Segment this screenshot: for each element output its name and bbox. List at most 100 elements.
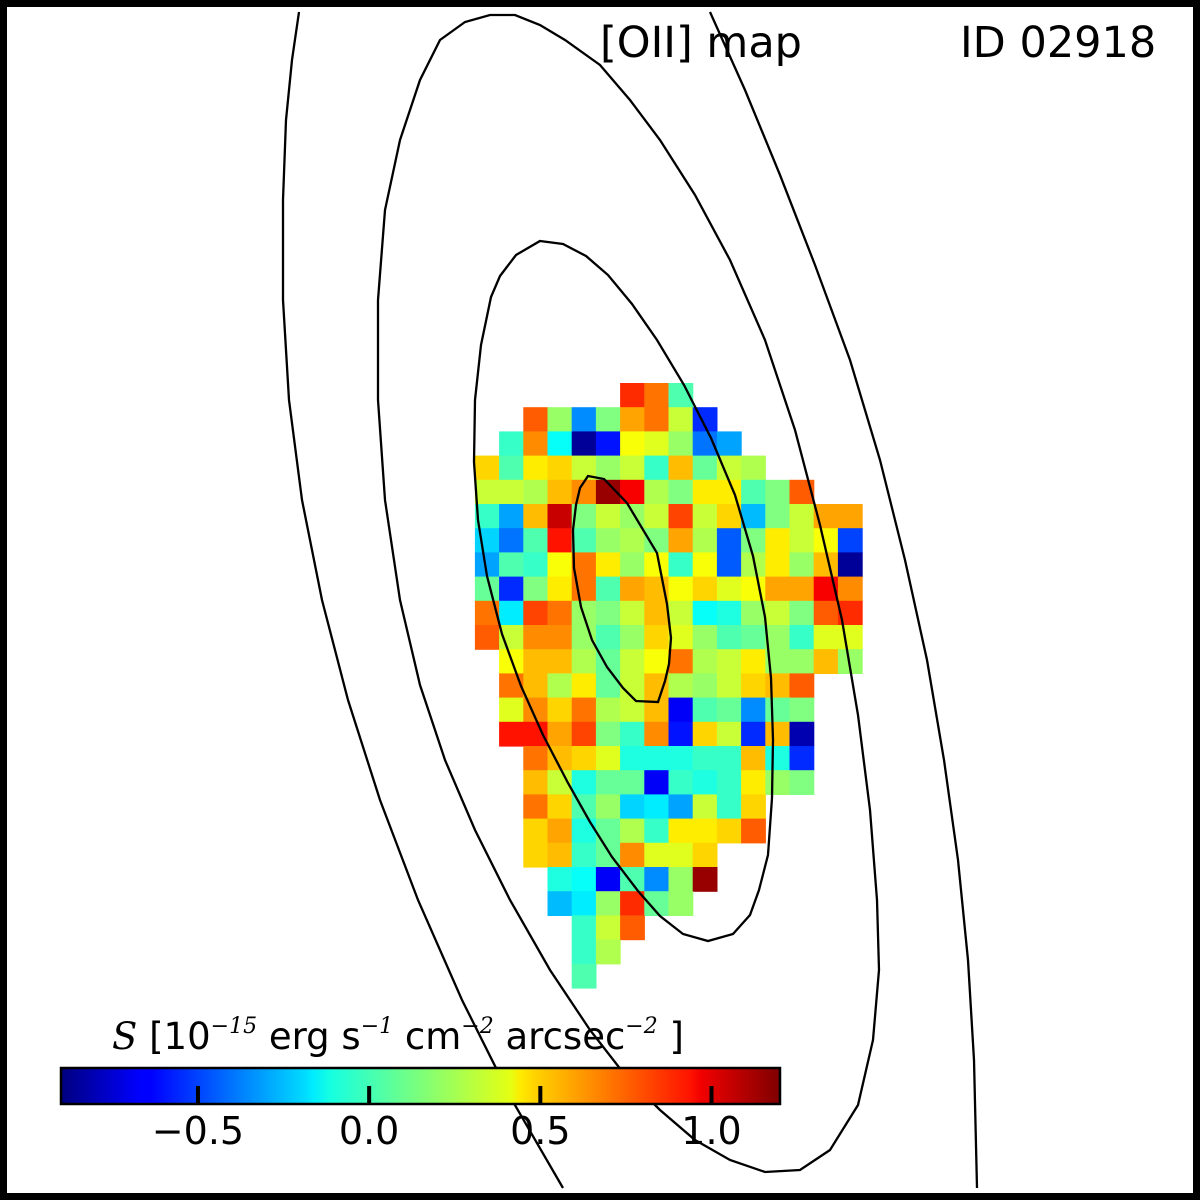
heatmap-cell: [571, 891, 597, 916]
heatmap-cell: [765, 552, 791, 578]
heatmap-cell: [523, 455, 549, 481]
heatmap-cell: [474, 479, 500, 505]
heatmap-cell: [644, 504, 670, 529]
heatmap-cell: [547, 891, 573, 916]
heatmap-cell: [644, 431, 670, 457]
heatmap-cell: [595, 552, 621, 578]
colorbar-label-exponent: −1: [360, 1014, 394, 1039]
heatmap-cell: [620, 383, 645, 408]
heatmap-cell: [692, 842, 718, 868]
heatmap-cell: [571, 939, 597, 965]
heatmap-cell: [499, 576, 524, 602]
heatmap-cell: [813, 552, 839, 578]
heatmap-cell: [620, 721, 645, 747]
heatmap-cell: [668, 818, 694, 844]
heatmap-cell: [789, 504, 815, 529]
map-title: [OII] map: [600, 18, 802, 68]
colorbar-label-symbol: S: [112, 1015, 138, 1058]
heatmap-cell: [692, 697, 718, 723]
heatmap-cell: [547, 479, 573, 505]
heatmap-cell: [571, 528, 597, 553]
heatmap-cell: [595, 891, 621, 916]
heatmap-cell: [692, 600, 718, 626]
heatmap-cell: [474, 625, 500, 650]
heatmap-cell: [523, 407, 549, 432]
heatmap-cell: [668, 625, 694, 650]
heatmap-cell: [716, 697, 742, 723]
heatmap-cell: [668, 867, 694, 892]
heatmap-cell: [523, 528, 549, 553]
heatmap-cell: [547, 673, 573, 699]
heatmap-cell: [789, 673, 815, 699]
heatmap-cell: [571, 915, 597, 941]
colorbar-label-part: ]: [657, 1015, 684, 1058]
contour-third: [376, 13, 881, 1174]
heatmap-cell: [765, 697, 791, 723]
heatmap-cell: [692, 528, 718, 553]
heatmap-cell: [741, 770, 766, 795]
heatmap-cell: [644, 770, 670, 795]
heatmap-cell: [547, 528, 573, 553]
heatmap-cell: [620, 552, 645, 578]
heatmap-cell: [523, 576, 549, 602]
colorbar: −0.5 0.0 0.5 1.0: [59, 1066, 782, 1153]
heatmap-cell: [789, 528, 815, 553]
heatmap-cell: [523, 600, 549, 626]
heatmap-cell: [595, 818, 621, 844]
heatmap-cell: [595, 407, 621, 432]
heatmap-cell: [813, 625, 839, 650]
heatmap-cell: [789, 649, 815, 674]
heatmap-cell: [523, 552, 549, 578]
heatmap-cell: [692, 721, 718, 747]
heatmap-cell: [692, 746, 718, 771]
heatmap-cell: [547, 407, 573, 432]
colorbar-tick-label: 0.5: [510, 1109, 570, 1153]
heatmap-cell: [523, 721, 549, 747]
heatmap-cell: [474, 528, 500, 553]
heatmap-cell: [620, 407, 645, 432]
heatmap-cell: [668, 721, 694, 747]
contour-inner: [571, 474, 673, 704]
heatmap-cell: [741, 625, 766, 650]
heatmap-cell: [547, 697, 573, 723]
heatmap-cell: [765, 600, 791, 626]
heatmap-cell: [571, 721, 597, 747]
heatmap-cell: [547, 818, 573, 844]
heatmap-cell: [765, 721, 791, 747]
heatmap-cell: [499, 600, 524, 626]
heatmap-cell: [692, 867, 718, 892]
heatmap-cell: [547, 721, 573, 747]
colorbar-tick-label: 1.0: [681, 1109, 741, 1153]
heatmap-cell: [668, 431, 694, 457]
heatmap-cell: [595, 939, 621, 965]
heatmap-cell: [741, 673, 766, 699]
heatmap-cell: [499, 479, 524, 505]
heatmap-cell: [765, 479, 791, 505]
heatmap-cell: [595, 794, 621, 820]
heatmap-cell: [668, 770, 694, 795]
heatmap-cell: [595, 770, 621, 795]
heatmap-cell: [620, 746, 645, 771]
heatmap-cell: [523, 479, 549, 505]
colorbar-label-exponent: −2: [461, 1014, 494, 1039]
heatmap-cell: [571, 673, 597, 699]
heatmap-cell: [620, 649, 645, 674]
heatmap-cell: [595, 455, 621, 481]
heatmap-cell: [499, 431, 524, 457]
heatmap-cell: [668, 600, 694, 626]
heatmap-cell: [620, 576, 645, 602]
heatmap-cell: [741, 746, 766, 771]
heatmap-cell: [837, 504, 863, 529]
colorbar-label-part: erg s: [257, 1015, 361, 1058]
colorbar-label: S [10−15 erg s−1 cm−2 arcsec−2 ]: [112, 1014, 684, 1058]
heatmap-cell: [499, 721, 524, 747]
heatmap-cell: [523, 431, 549, 457]
heatmap-cell: [499, 504, 524, 529]
heatmap-cell: [716, 746, 742, 771]
heatmap-cell: [741, 818, 766, 844]
heatmap-cell: [523, 649, 549, 674]
contour-outer-right: [708, 11, 979, 1189]
heatmap-cell: [668, 842, 694, 868]
heatmap-cell: [523, 770, 549, 795]
